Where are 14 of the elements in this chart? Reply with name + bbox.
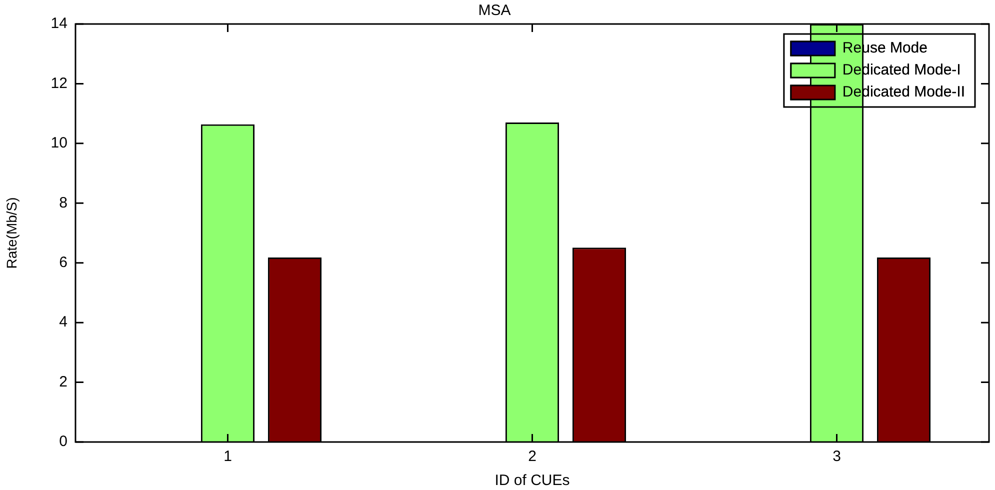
y-tick-label: 14: [50, 15, 68, 32]
y-axis-title: Rate(Mb/S): [3, 197, 20, 269]
y-tick-label: 0: [59, 433, 68, 450]
x-axis-title: ID of CUEs: [494, 472, 570, 490]
x-tick-label: 3: [832, 448, 841, 466]
x-tick-label: 1: [224, 448, 232, 466]
y-tick-label: 12: [50, 74, 68, 92]
y-tick-label: 2: [59, 373, 68, 390]
y-tick-label: 4: [59, 314, 68, 331]
y-tick-label: 10: [50, 134, 68, 152]
y-tick-label: 8: [59, 194, 68, 212]
x-tick-label: 2: [528, 448, 536, 466]
chart-title: MSA: [478, 2, 511, 20]
y-tick-label: 6: [59, 254, 68, 271]
